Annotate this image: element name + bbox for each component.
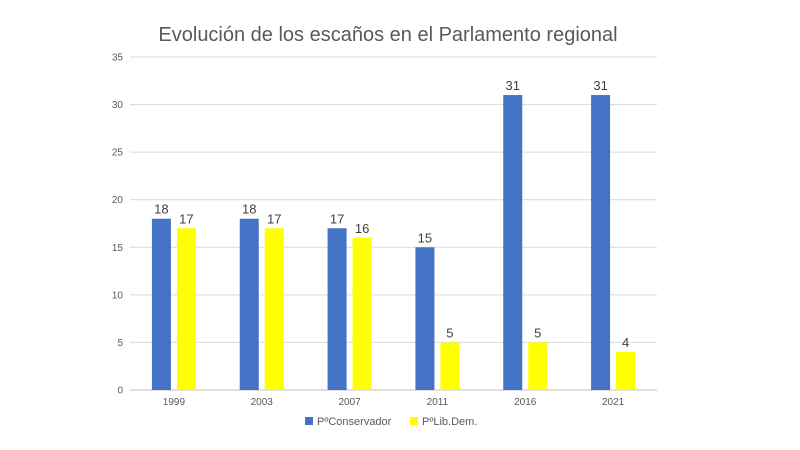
bar-p-lib-dem--2021: [616, 351, 636, 390]
y-tick-label: 0: [117, 386, 123, 397]
x-tick-label: 2011: [427, 397, 449, 408]
x-tick-label: 1999: [163, 397, 186, 408]
bar-p-lib-dem--1999: [176, 228, 196, 390]
bar-p-conservador-2003: [239, 218, 259, 390]
legend-swatch: [305, 417, 313, 425]
chart-title: Evolución de los escaños en el Parlament…: [158, 24, 617, 46]
legend-swatch: [410, 417, 418, 425]
x-tick-label: 2021: [602, 397, 625, 408]
legend-label: PºConservador: [317, 416, 392, 428]
data-label: 17: [330, 211, 344, 226]
data-label: 17: [179, 211, 193, 226]
y-tick-label: 20: [112, 195, 124, 206]
data-label: 31: [593, 78, 607, 93]
y-tick-label: 25: [112, 148, 124, 159]
bar-p-conservador-1999: [151, 218, 171, 390]
data-label: 18: [242, 202, 256, 217]
data-label: 17: [267, 211, 281, 226]
y-tick-label: 15: [112, 243, 124, 254]
bars: [151, 95, 636, 391]
x-axis-ticks: 1999 2003 2007 2011 2016 2021: [163, 397, 625, 408]
data-label: 5: [534, 325, 541, 340]
bar-p-lib-dem--2003: [264, 228, 284, 390]
legend-label: PºLib.Dem.: [422, 416, 477, 428]
bar-p-conservador-2021: [591, 95, 611, 391]
bar-p-conservador-2011: [415, 247, 435, 390]
data-label: 15: [418, 230, 432, 245]
y-tick-label: 35: [112, 53, 124, 64]
data-label: 16: [355, 221, 369, 236]
y-tick-label: 10: [112, 290, 124, 301]
x-tick-label: 2016: [514, 397, 537, 408]
data-label: 31: [506, 78, 520, 93]
y-tick-label: 5: [117, 338, 123, 349]
data-label: 5: [446, 325, 453, 340]
data-label: 4: [622, 335, 629, 350]
y-tick-label: 30: [112, 100, 124, 111]
bar-p-lib-dem--2007: [352, 237, 372, 390]
bar-p-lib-dem--2016: [528, 342, 548, 390]
bar-p-lib-dem--2011: [440, 342, 460, 390]
x-tick-label: 2003: [251, 397, 274, 408]
data-label: 18: [154, 202, 168, 217]
gridlines: [130, 56, 657, 391]
y-axis-ticks: 0 5 10 15 20 25 30 35: [112, 53, 124, 397]
legend: PºConservador PºLib.Dem.: [305, 416, 477, 428]
x-tick-label: 2007: [338, 397, 361, 408]
data-labels: 18 17 18 17 17 16 15 5 31 5 31 4: [154, 78, 629, 350]
bar-p-conservador-2016: [503, 95, 523, 391]
bar-p-conservador-2007: [327, 228, 347, 390]
